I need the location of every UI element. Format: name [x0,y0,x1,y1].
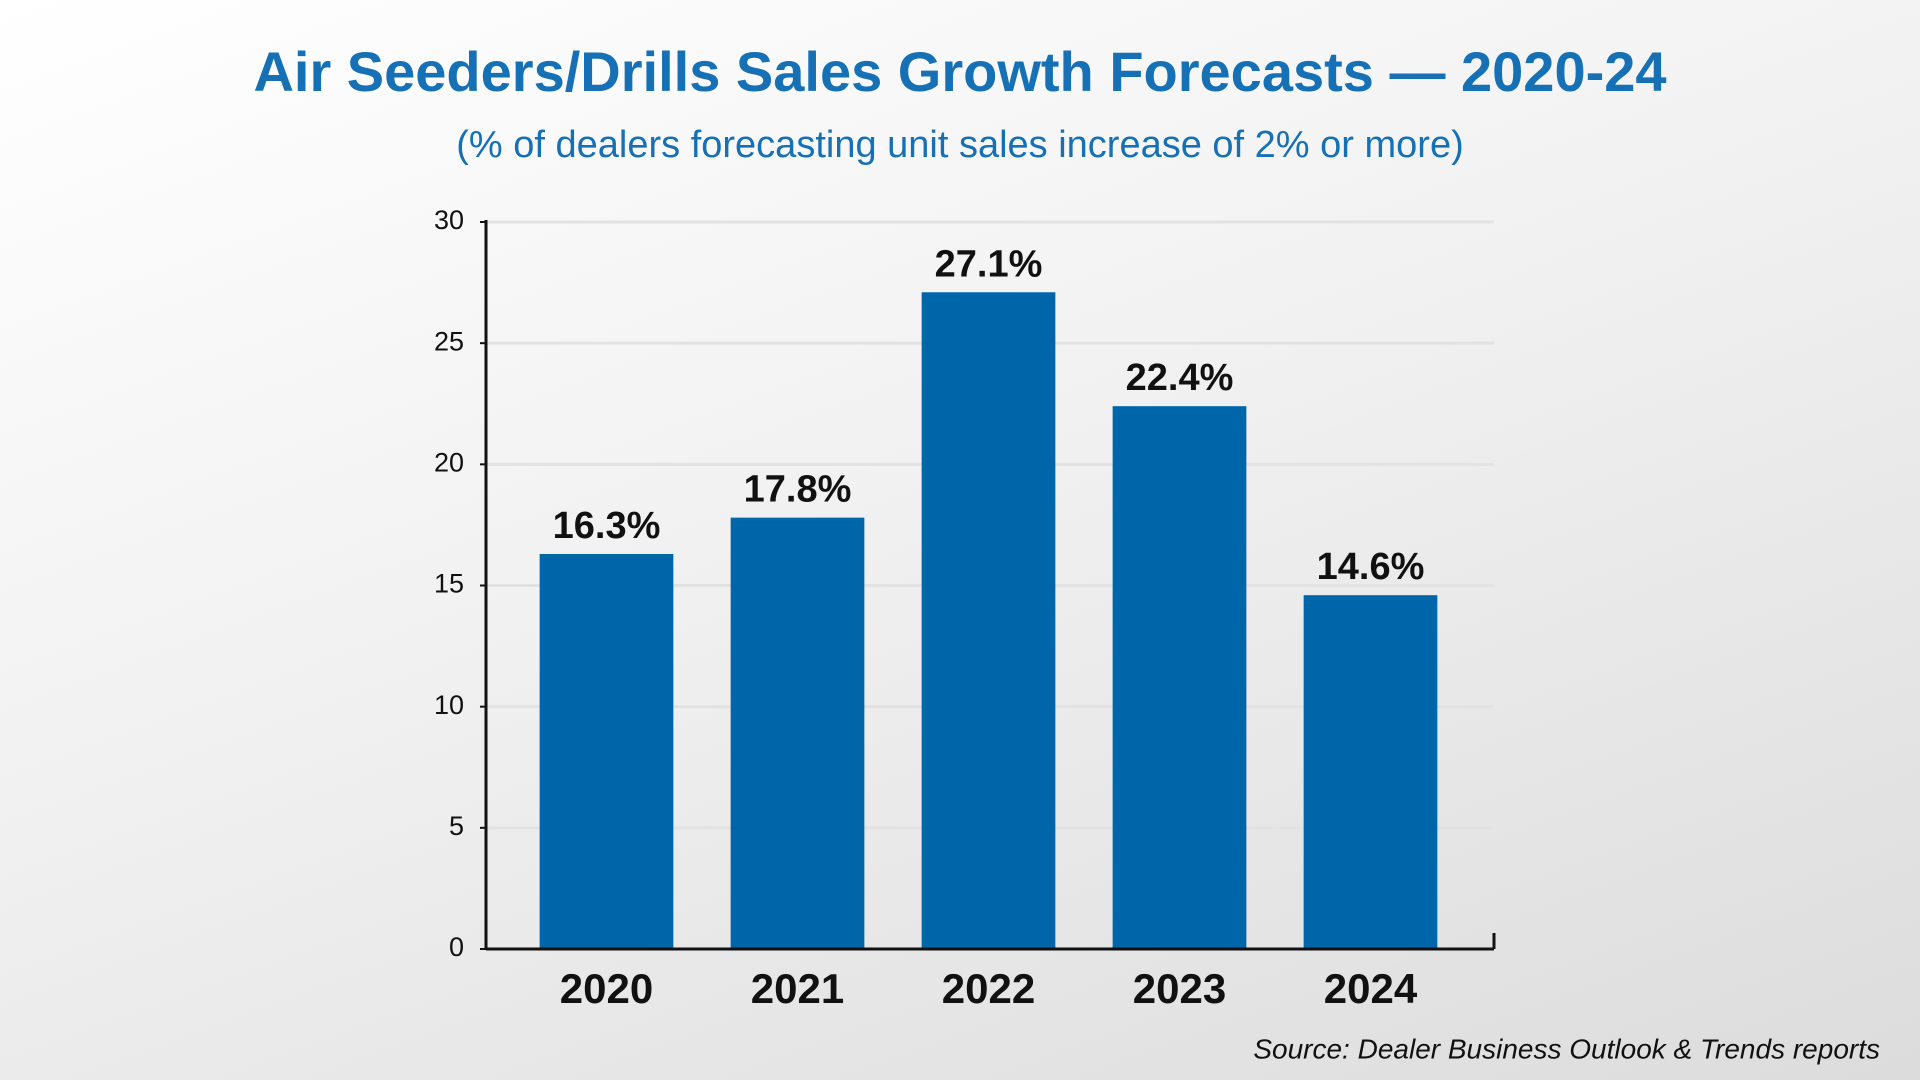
chart-subtitle: (% of dealers forecasting unit sales inc… [456,124,1463,166]
value-label: 22.4% [1126,357,1234,399]
value-label: 17.8% [744,469,852,511]
y-tick-label: 30 [434,205,464,235]
bar [730,517,865,949]
y-tick-label: 0 [449,932,464,962]
value-label: 16.3% [553,505,661,547]
value-label: 27.1% [935,243,1043,285]
bar [1303,595,1438,949]
y-tick-label: 15 [434,569,464,599]
bar [539,553,674,949]
bar [921,292,1056,949]
x-tick-label: 2024 [1324,965,1418,1012]
x-tick-label: 2023 [1133,965,1226,1012]
chart-title: Air Seeders/Drills Sales Growth Forecast… [253,40,1666,103]
x-tick-label: 2020 [560,965,653,1012]
x-tick-label: 2021 [751,965,844,1012]
y-tick-label: 25 [434,326,464,356]
bar [1112,406,1247,949]
y-tick-label: 20 [434,447,464,477]
y-tick-label: 5 [449,811,464,841]
source-note: Source: Dealer Business Outlook & Trends… [1253,1033,1880,1064]
x-tick-label: 2022 [942,965,1035,1012]
value-label: 14.6% [1317,546,1425,588]
y-tick-label: 10 [434,690,464,720]
